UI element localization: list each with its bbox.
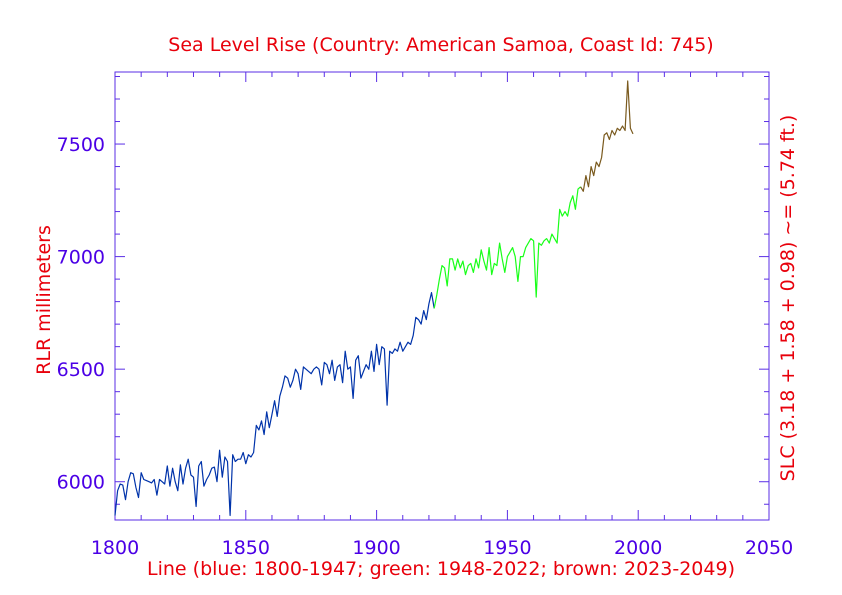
y-tick-label: 6500: [57, 359, 105, 381]
y-tick-label: 7000: [57, 247, 105, 269]
x-tick-label: 1850: [222, 537, 270, 559]
x-axis-ticks: 1800 1850 1900 1950 2000 2050: [91, 72, 793, 559]
y-axis-title-right: SLC (3.18 + 1.58 + 0.98) ~= (5.74 ft.): [777, 115, 799, 482]
y-tick-label: 6000: [57, 472, 105, 494]
x-tick-label: 1900: [352, 537, 400, 559]
x-tick-label: 2000: [614, 537, 662, 559]
x-axis-title: Line (blue: 1800-1947; green: 1948-2022;…: [147, 558, 735, 580]
y-axis-title-left: RLR millimeters: [33, 225, 55, 375]
chart-title: Sea Level Rise (Country: American Samoa,…: [168, 34, 713, 56]
x-tick-label: 1950: [483, 537, 531, 559]
plot-frame: [114, 71, 770, 521]
series-line-2023-2049: [580, 80, 634, 192]
series-line-1800-1947: [114, 292, 435, 517]
data-series: [114, 80, 634, 517]
series-line-1948-2022: [433, 186, 581, 309]
y-axis-ticks: 6000 6500 7000 7500: [57, 76, 769, 505]
x-tick-label: 2050: [745, 537, 793, 559]
y-tick-label: 7500: [57, 134, 105, 156]
x-tick-label: 1800: [91, 537, 139, 559]
